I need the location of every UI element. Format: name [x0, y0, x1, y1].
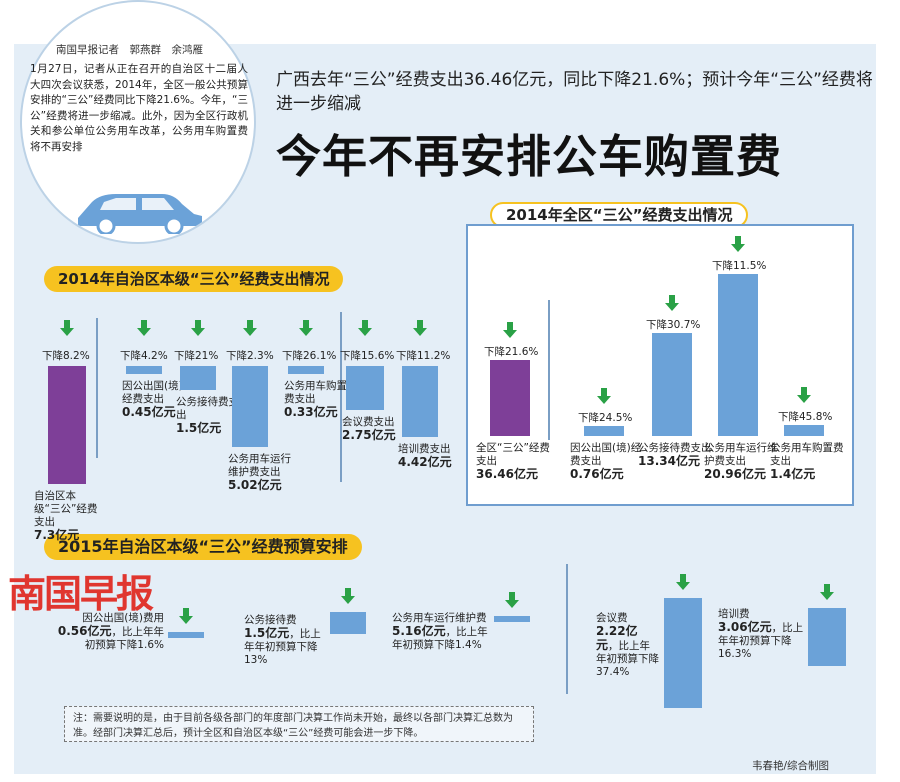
chart1-category-label: 自治区本级“三公”经费支出 7.3亿元 [34, 490, 98, 542]
brand-logo-text: 南国早报 [8, 571, 154, 616]
chart2-decline-arrow [731, 236, 745, 252]
chart1-bar [346, 366, 384, 411]
chart3-bar [664, 598, 702, 708]
chart2-decline-label: 下降45.8% [778, 411, 833, 424]
chart2-category-label: 公务用车运行维护费支出 20.96亿元 [704, 442, 778, 481]
chart1-category-label: 因公出国(境)经费支出 0.45亿元 [122, 380, 183, 419]
chart1-category-label: 会议费支出 2.75亿元 [342, 416, 396, 443]
chart1-category-label: 公务用车运行维护费支出 5.02亿元 [228, 453, 291, 493]
chart1-category-label: 公务用车购置费支出 0.33亿元 [284, 380, 347, 419]
chart3-bar [494, 616, 530, 622]
chart3-decline-arrow [179, 608, 193, 624]
chart2-category-label: 因公出国(境)经费支出 0.76亿元 [570, 442, 642, 481]
chart1-bar [402, 366, 438, 438]
chart2-category-label: 公务用车购置费支出 1.4亿元 [770, 442, 844, 481]
chart1-decline-label: 下降21% [174, 350, 219, 362]
chart1-decline-arrow [60, 320, 74, 336]
car-icon [78, 194, 202, 234]
chart1-decline-arrow [243, 320, 257, 336]
chart3-title: 2015年自治区本级“三公”经费预算安排 [44, 534, 362, 560]
chart1-title: 2014年自治区本级“三公”经费支出情况 [44, 266, 344, 292]
footnote: 注：需要说明的是，由于目前各级各部门的年度部门决算工作尚未开始，最终以各部门决算… [64, 706, 534, 742]
chart2-bar [784, 425, 824, 436]
chart3-bar [330, 612, 366, 634]
chart3-decline-arrow [820, 584, 834, 600]
chart3-category-label: 会议费 2.22亿元，比上年年初预算下降37.4% [596, 612, 659, 678]
chart1-decline-label: 下降4.2% [120, 350, 168, 362]
chart1-decline-label: 下降11.2% [396, 350, 451, 362]
chart1-decline-arrow [191, 320, 205, 336]
chart3-category-label: 公务接待费 1.5亿元，比上年年初预算下降13% [244, 614, 321, 666]
headline-subtitle: 广西去年“三公”经费支出36.46亿元，同比下降21.6%；预计今年“三公”经费… [276, 70, 873, 114]
chart1-bar [48, 366, 86, 484]
chart3-divider [566, 564, 568, 694]
chart1-category-label: 公务接待费支出 1.5亿元 [176, 396, 239, 436]
chart2-left-bracket [548, 300, 550, 440]
chart3-decline-arrow [505, 592, 519, 608]
headline-title: 今年不再安排公车购置费 [276, 130, 783, 183]
chart1-bar [180, 366, 216, 391]
chart1-left-bracket [96, 318, 98, 458]
chart3-category-label: 公务用车运行维护费 5.16亿元，比上年年初预算下降1.4% [392, 612, 488, 651]
chart3-decline-arrow [676, 574, 690, 590]
chart3-category-label: 因公出国(境)费用 0.56亿元，比上年年初预算下降1.6% [57, 612, 164, 651]
chart1-decline-arrow [358, 320, 372, 336]
chart1-decline-arrow [137, 320, 151, 336]
chart3-bar [808, 608, 846, 666]
chart2-decline-label: 下降30.7% [646, 318, 701, 331]
chart2-decline-label: 下降24.5% [578, 412, 633, 424]
chart1-decline-label: 下降8.2% [42, 350, 90, 362]
chart2-decline-arrow [597, 388, 611, 404]
chart1-decline-arrow [413, 320, 427, 336]
credit: 韦春艳/综合制图 [752, 760, 830, 772]
chart2-decline-label: 下降11.5% [712, 260, 767, 272]
byline: 南国早报记者 郭燕群 余鸿雁 [56, 44, 203, 56]
chart2-decline-arrow [797, 387, 811, 404]
chart1-bar [126, 366, 162, 374]
chart1-bar [288, 366, 324, 374]
chart2-bar [652, 332, 692, 436]
news-bubble [20, 0, 256, 244]
chart2-category-label: 公务接待费支出 13.34亿元 [638, 442, 712, 468]
chart1-decline-label: 下降2.3% [226, 350, 274, 362]
chart3-category-label: 培训费 3.06亿元，比上年年初预算下降16.3% [718, 608, 804, 660]
chart1-bar [232, 366, 268, 448]
lead-paragraph: 1月27日，记者从正在召开的自治区十二届人大四次会议获悉，2014年，全区一般公… [30, 63, 248, 153]
chart2-decline-arrow [665, 294, 679, 311]
chart3-bar [168, 632, 204, 638]
chart2-bar [718, 274, 758, 436]
chart2-bar [490, 360, 530, 436]
chart2-category-label: 全区“三公”经费支出 36.46亿元 [476, 442, 550, 481]
chart2-bar [584, 426, 624, 436]
chart1-divider [340, 312, 342, 482]
chart3-decline-arrow [341, 588, 355, 604]
chart1-decline-label: 下降15.6% [340, 350, 395, 362]
chart2-decline-label: 下降21.6% [484, 346, 539, 358]
chart1-decline-label: 下降26.1% [282, 350, 337, 362]
chart1-decline-arrow [299, 320, 313, 336]
chart2-decline-arrow [503, 322, 517, 338]
chart1-category-label: 培训费支出 4.42亿元 [398, 443, 452, 470]
